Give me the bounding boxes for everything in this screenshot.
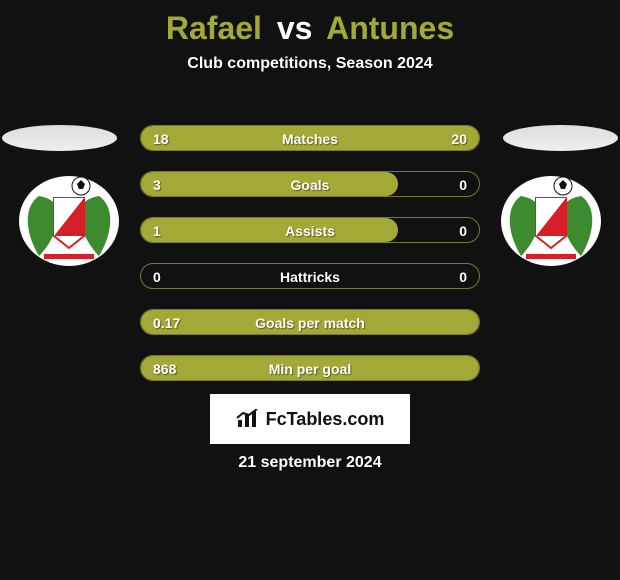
chart-icon	[236, 409, 260, 429]
vs-label: vs	[277, 10, 313, 46]
stat-right-value: 20	[451, 126, 467, 151]
stat-row: 0.17Goals per match	[140, 309, 480, 335]
comparison-infographic: Rafael vs Antunes Club competitions, Sea…	[0, 0, 620, 580]
stat-label: Matches	[141, 126, 479, 151]
stat-right-value: 0	[459, 218, 467, 243]
page-title: Rafael vs Antunes	[0, 0, 620, 47]
stat-row: 0Hattricks0	[140, 263, 480, 289]
stat-label: Hattricks	[141, 264, 479, 289]
player2-name: Antunes	[326, 10, 454, 46]
source-tag: FcTables.com	[210, 394, 410, 444]
stat-label: Goals	[141, 172, 479, 197]
stat-row: 868Min per goal	[140, 355, 480, 381]
club-logo-left	[19, 176, 119, 266]
stat-right-value: 0	[459, 172, 467, 197]
stat-label: Min per goal	[141, 356, 479, 381]
stat-right-value: 0	[459, 264, 467, 289]
stat-bars: 18Matches203Goals01Assists00Hattricks00.…	[140, 125, 480, 401]
stat-label: Goals per match	[141, 310, 479, 335]
player1-name: Rafael	[166, 10, 262, 46]
shield-icon	[19, 176, 119, 266]
stat-row: 18Matches20	[140, 125, 480, 151]
player2-flag-placeholder	[503, 125, 618, 151]
stat-label: Assists	[141, 218, 479, 243]
stat-row: 1Assists0	[140, 217, 480, 243]
stat-row: 3Goals0	[140, 171, 480, 197]
player1-flag-placeholder	[2, 125, 117, 151]
date-label: 21 september 2024	[0, 454, 620, 472]
shield-icon	[501, 176, 601, 266]
club-logo-right	[501, 176, 601, 266]
subtitle: Club competitions, Season 2024	[0, 55, 620, 73]
source-label: FcTables.com	[266, 409, 385, 430]
